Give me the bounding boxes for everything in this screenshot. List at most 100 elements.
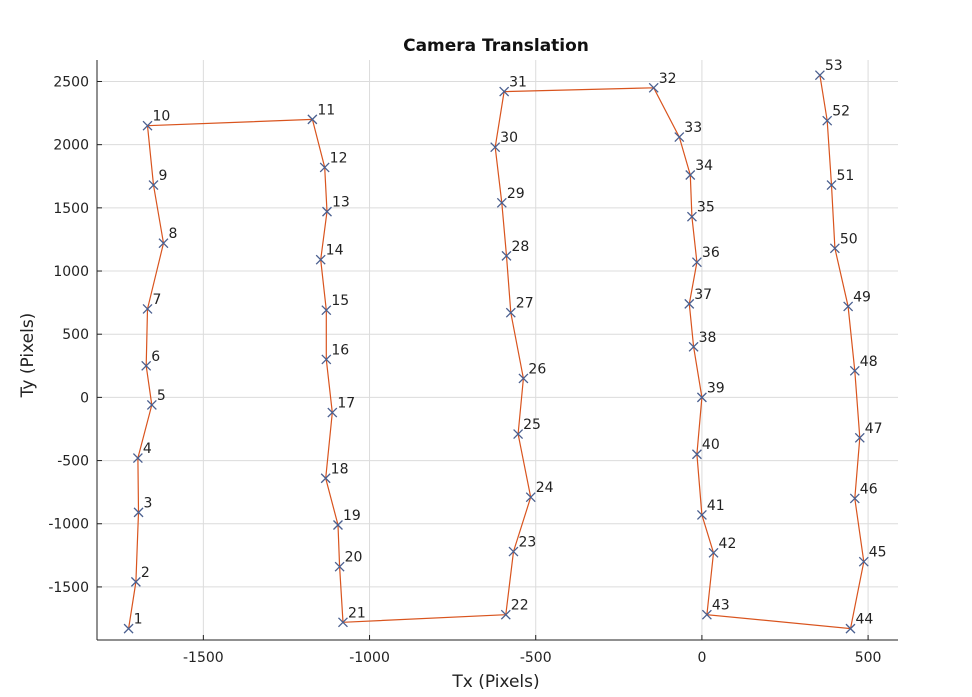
chart-title: Camera Translation (403, 36, 589, 56)
point-label: 2 (141, 565, 150, 581)
grid (97, 60, 898, 640)
data-point-marker (854, 432, 865, 443)
data-point-marker (845, 623, 856, 634)
point-label: 19 (343, 508, 361, 524)
point-label: 12 (330, 150, 348, 166)
data-point-marker (133, 507, 144, 518)
y-tick-label: -1000 (48, 517, 89, 533)
x-tick-label: -500 (520, 650, 552, 666)
point-label: 28 (511, 239, 529, 255)
point-label: 17 (337, 396, 355, 412)
point-label: 7 (153, 292, 162, 308)
x-tick-label: 0 (697, 650, 706, 666)
x-tick-label: -1500 (183, 650, 224, 666)
point-label: 33 (684, 120, 702, 136)
point-label: 32 (659, 71, 677, 87)
point-label: 48 (860, 354, 878, 370)
data-point-marker (307, 114, 318, 125)
point-label: 25 (523, 417, 541, 433)
x-tick-label: 500 (855, 650, 882, 666)
series-translation-path (123, 70, 869, 634)
axes: -1500 -1000 -500 0 500 -1500 -1000 -500 0 500 1000… (48, 60, 898, 666)
data-point-marker (822, 115, 833, 126)
point-label: 29 (507, 186, 525, 202)
data-point-marker (513, 429, 524, 439)
data-point-marker (843, 301, 854, 312)
data-point-marker (686, 211, 697, 222)
data-point-marker (321, 305, 332, 316)
point-label: 1 (134, 612, 143, 628)
data-point-marker (148, 180, 159, 191)
data-point-marker (499, 86, 510, 97)
data-point-marker (648, 82, 659, 93)
point-label: 18 (331, 461, 349, 477)
point-label: 40 (702, 437, 720, 453)
data-point-marker (142, 303, 153, 314)
point-label: 30 (500, 130, 518, 146)
point-label: 51 (837, 168, 855, 184)
point-label: 35 (697, 200, 715, 216)
point-label: 10 (153, 109, 171, 125)
point-label: 46 (860, 481, 878, 497)
point-label: 8 (168, 226, 177, 242)
y-tick-label: 2000 (53, 138, 89, 154)
data-point-marker (525, 492, 536, 503)
data-point-marker (496, 197, 507, 208)
data-point-marker (334, 561, 345, 572)
y-tick-label: 0 (80, 390, 89, 406)
data-point-marker (849, 365, 860, 376)
data-point-marker (674, 132, 685, 143)
point-label: 45 (869, 545, 887, 561)
point-label: 38 (699, 330, 717, 346)
data-point-marker (829, 243, 840, 254)
point-label: 34 (695, 158, 713, 174)
data-point-marker (684, 298, 695, 309)
data-point-marker (500, 609, 511, 620)
point-label: 37 (694, 287, 712, 303)
x-axis-label: Tx (Pixels) (451, 672, 539, 692)
point-label: 36 (702, 245, 720, 261)
point-label: 42 (719, 536, 737, 552)
data-point-marker (518, 373, 529, 384)
point-label: 16 (331, 342, 349, 358)
data-point-marker (315, 254, 326, 265)
data-point-marker (691, 449, 702, 460)
data-point-marker (320, 473, 331, 484)
point-label: 41 (707, 498, 725, 514)
data-point-marker (696, 509, 707, 520)
point-label: 22 (511, 598, 529, 614)
y-tick-label: 500 (62, 327, 89, 343)
data-point-marker (708, 547, 719, 558)
data-point-marker (685, 170, 696, 180)
point-label: 4 (143, 441, 152, 457)
data-point-marker (505, 307, 516, 318)
point-label: 26 (528, 361, 546, 377)
x-tick-label: -1000 (349, 650, 390, 666)
y-tick-label: 1500 (53, 201, 89, 217)
point-label: 27 (516, 296, 534, 312)
point-label: 44 (855, 612, 873, 628)
point-label: 3 (144, 495, 153, 511)
data-point-marker (132, 453, 143, 463)
point-label: 9 (159, 168, 168, 184)
point-label: 6 (151, 349, 160, 365)
data-point-marker (333, 520, 343, 530)
point-label: 13 (332, 195, 350, 211)
y-tick-label: 1000 (53, 264, 89, 280)
point-label: 21 (348, 605, 366, 621)
data-point-marker (858, 556, 869, 567)
data-point-marker (337, 617, 348, 628)
data-point-marker (508, 546, 519, 557)
data-point-marker (130, 576, 141, 587)
data-point-marker (123, 623, 134, 634)
point-label: 15 (331, 293, 349, 309)
data-point-marker (849, 493, 860, 504)
data-point-marker (158, 238, 169, 249)
data-point-marker (146, 400, 157, 410)
data-point-marker (142, 120, 153, 131)
data-point-marker (826, 180, 837, 191)
translation-line (128, 75, 865, 630)
